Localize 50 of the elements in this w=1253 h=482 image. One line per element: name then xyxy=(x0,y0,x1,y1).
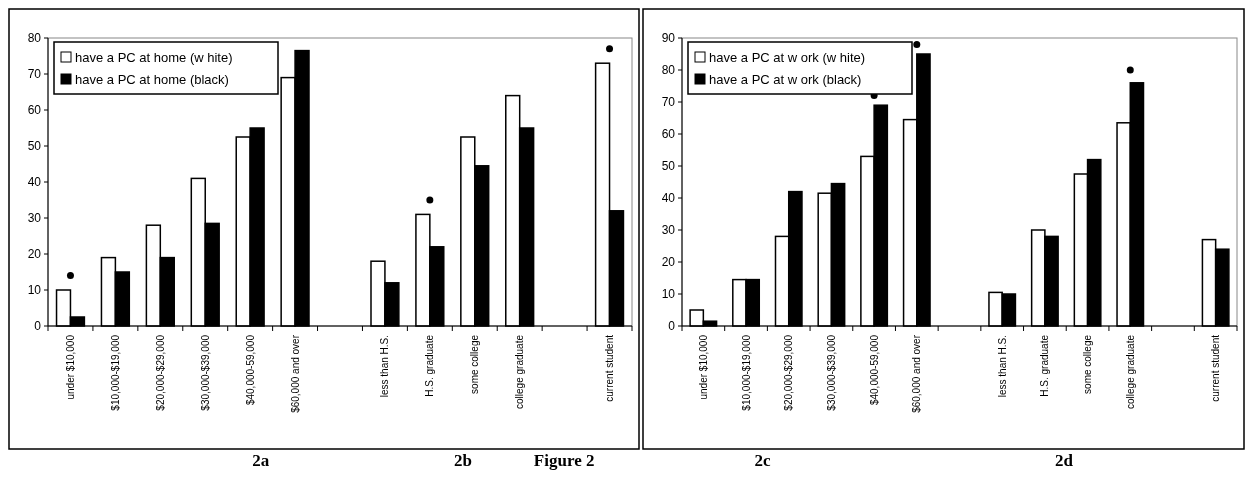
text: 2c xyxy=(754,451,772,470)
legend-label: have a PC at w ork (w hite) xyxy=(709,49,866,65)
x-tick-label: under $10,000 xyxy=(697,334,709,400)
x-tick-label: under $10,000 xyxy=(64,334,76,400)
y-tick-label: 20 xyxy=(27,247,42,262)
y-tick-label: 0 xyxy=(668,319,676,334)
x-tick-label: $10,000-$19,000 xyxy=(740,334,752,411)
x-tick-label: $30,000-$39,000 xyxy=(825,334,837,411)
x-tick-label: $20,000-$29,000 xyxy=(154,334,166,411)
y-tick-label: 10 xyxy=(27,283,42,298)
x-tick-label: $20,000-$29,000 xyxy=(783,334,795,411)
legend-label: have a PC at home (black) xyxy=(75,71,229,87)
x-tick-label: college graduate xyxy=(1124,334,1136,409)
legend-label: have a PC at w ork (black) xyxy=(709,71,862,87)
x-tick-label: some college xyxy=(469,334,481,394)
y-tick-label: 10 xyxy=(661,287,676,302)
x-tick-label: $30,000-$39,000 xyxy=(199,334,211,411)
y-tick-label: 30 xyxy=(27,211,42,226)
y-tick-label: 90 xyxy=(661,31,676,46)
y-tick-label: 80 xyxy=(661,63,676,78)
y-tick-label: 80 xyxy=(27,31,42,46)
x-tick-label: $60,000 and over xyxy=(911,334,923,413)
y-tick-label: 20 xyxy=(661,255,676,270)
text: 2b xyxy=(454,451,473,470)
x-tick-label: $10,000-$19,000 xyxy=(109,334,121,411)
text: 2d xyxy=(1055,451,1074,470)
caption: Figure 2 xyxy=(533,451,595,470)
y-tick-label: 50 xyxy=(27,139,42,154)
x-tick-label: $40,000-59,000 xyxy=(868,334,880,406)
x-tick-label: $60,000 and over xyxy=(289,334,301,413)
y-tick-label: 70 xyxy=(661,95,676,110)
x-tick-label: less than H.S. xyxy=(996,335,1008,398)
y-tick-label: 60 xyxy=(27,103,42,118)
y-tick-label: 40 xyxy=(661,191,676,206)
x-tick-label: college graduate xyxy=(514,334,526,409)
x-tick-label: $40,000-59,000 xyxy=(244,334,256,406)
text: 2a xyxy=(252,451,270,470)
x-tick-label: current student xyxy=(1210,334,1222,402)
y-tick-label: 50 xyxy=(661,159,676,174)
y-tick-label: 70 xyxy=(27,67,42,82)
x-tick-label: H.S. graduate xyxy=(1039,334,1051,397)
y-tick-label: 40 xyxy=(27,175,42,190)
legend-label: have a PC at home (w hite) xyxy=(75,49,233,65)
x-tick-label: current student xyxy=(604,334,616,402)
x-tick-label: some college xyxy=(1082,334,1094,394)
y-tick-label: 60 xyxy=(661,127,676,142)
y-tick-label: 30 xyxy=(661,223,676,238)
x-tick-label: H.S. graduate xyxy=(424,334,436,397)
x-tick-label: less than H.S. xyxy=(379,335,391,398)
y-tick-label: 0 xyxy=(34,319,42,334)
